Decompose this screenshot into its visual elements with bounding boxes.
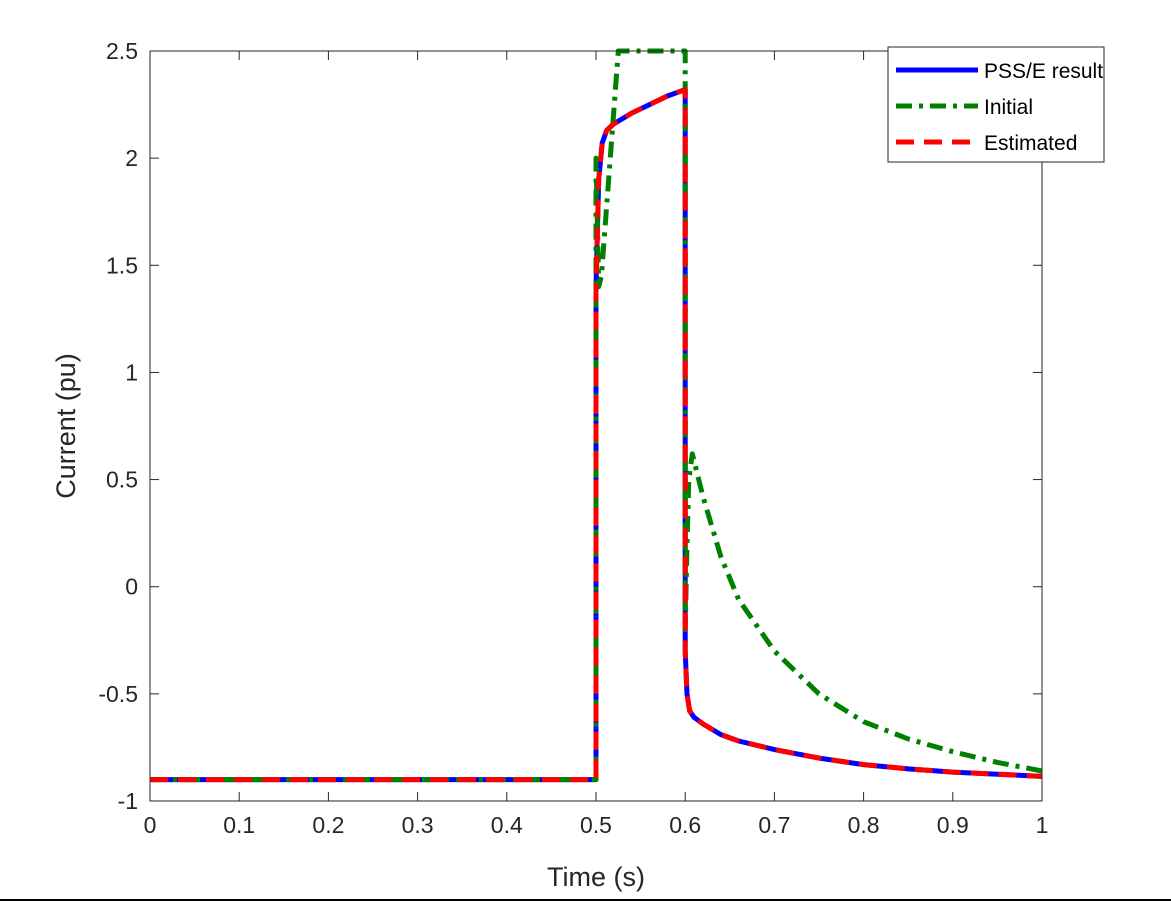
- y-tick-label: 1: [125, 359, 138, 385]
- y-tick-label: 0.5: [106, 467, 138, 493]
- series-lines: [150, 48, 1043, 783]
- x-tick-label: 0.4: [491, 812, 523, 838]
- x-tick-label: 0.2: [312, 812, 344, 838]
- tick-labels: 0 0.1 0.2 0.3 0.4 0.5 0.6 0.7 0.8 0.9 1 -1 -0.5 0 0.5 1…: [98, 38, 1048, 838]
- y-tick-label: 1.5: [106, 252, 138, 278]
- x-tick-label: 0.8: [848, 812, 880, 838]
- x-tick-label: 0.9: [937, 812, 969, 838]
- bottom-border: [0, 899, 1171, 901]
- y-tick-label: -1: [118, 788, 138, 814]
- legend-label: Estimated: [984, 132, 1077, 155]
- legend-label: PSS/E result: [984, 60, 1103, 83]
- x-tick-label: 0.1: [223, 812, 255, 838]
- x-tick-label: 0.5: [580, 812, 612, 838]
- legend-label: Initial: [984, 96, 1033, 119]
- x-tick-label: 0.3: [402, 812, 434, 838]
- y-tick-label: -0.5: [98, 681, 138, 707]
- x-axis-label: Time (s): [547, 862, 645, 892]
- x-tick-label: 0.6: [669, 812, 701, 838]
- x-tick-label: 0.7: [758, 812, 790, 838]
- y-axis-label: Current (pu): [51, 353, 81, 499]
- legend: PSS/E result Initial Estimated: [887, 46, 1105, 163]
- series-line-initial: [150, 48, 1043, 783]
- series-line-estimated: [150, 87, 1043, 783]
- x-tick-label: 0: [144, 812, 157, 838]
- plot-frame: [149, 50, 1043, 802]
- y-tick-label: 2: [125, 145, 138, 171]
- y-tick-label: 0: [125, 574, 138, 600]
- y-tick-label: 2.5: [106, 38, 138, 64]
- x-tick-label: 1: [1036, 812, 1049, 838]
